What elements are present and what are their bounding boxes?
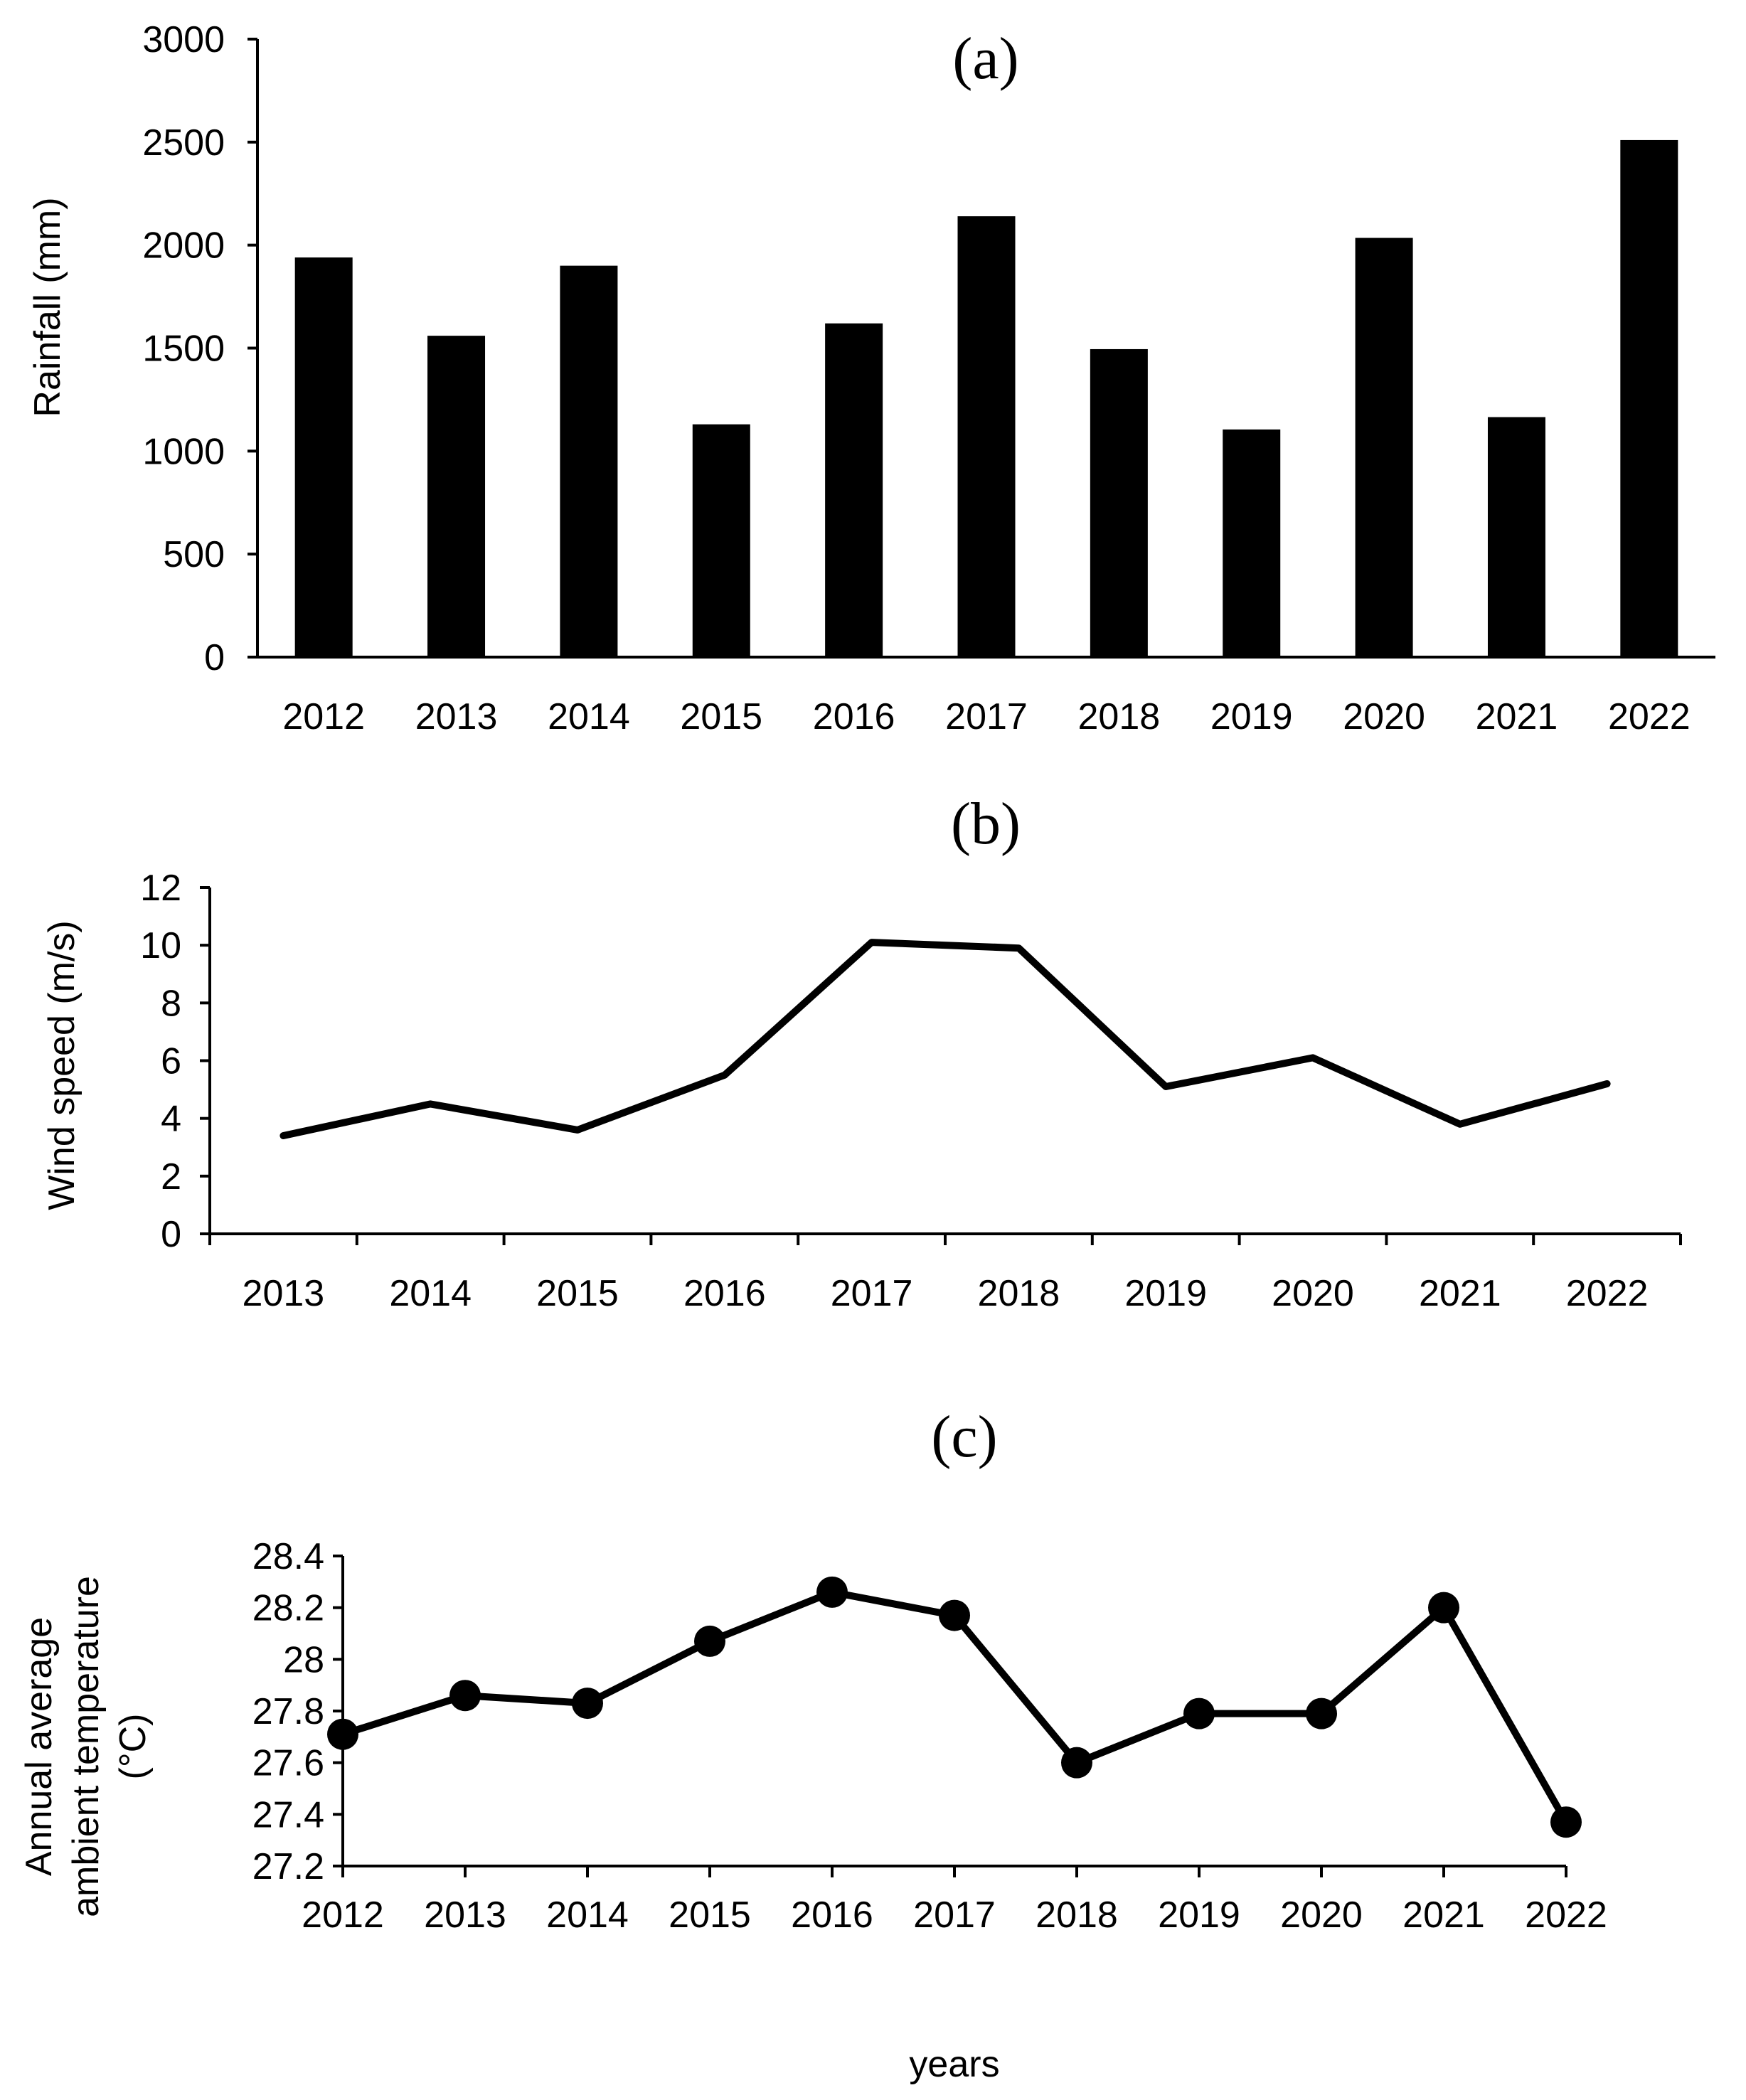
wind-speed-line-chart: (b) Wind speed (m/s) 0 2 4 6 8 10 12 2013 2014 2… [41,791,1682,1314]
panel-c-y-axis-title-line-2: ambient temperature [65,1576,107,1917]
panel-c-x-tick-label: 2020 [1280,1894,1363,1936]
panel-c-point-2012 [327,1718,358,1750]
panel-b-x-tick-label: 2015 [536,1273,619,1314]
panel-b-y-tick-label: 4 [161,1099,181,1140]
panel-a-x-tick-label: 2013 [415,696,498,737]
panel-c-point-2014 [572,1688,603,1720]
panel-b-x-tick-label: 2017 [831,1273,913,1314]
panel-a-title: (a) [952,26,1018,92]
panel-b-x-tick-label: 2019 [1124,1273,1207,1314]
panel-a-bar-2017 [957,216,1016,657]
panel-b-x-tick-label: 2020 [1272,1273,1354,1314]
panel-a-y-tick-label: 2000 [142,225,225,267]
panel-a-x-tick-label: 2012 [282,696,365,737]
panel-b-y-axis-title: Wind speed (m/s) [41,920,82,1210]
panel-c-x-tick-label: 2015 [669,1894,751,1936]
panel-c-x-tick-label: 2012 [302,1894,384,1936]
panel-b-x-tick-label: 2022 [1566,1273,1649,1314]
panel-c-y-tick-label: 27.4 [252,1794,324,1835]
panel-c-x-tick-label: 2018 [1036,1894,1118,1936]
panel-c-x-tick-label: 2017 [913,1894,996,1936]
panel-a-y-tick-label: 500 [163,534,225,575]
panel-b-x-tick-label: 2014 [389,1273,472,1314]
panel-c-point-2018 [1061,1747,1092,1779]
panel-c-point-2020 [1306,1697,1337,1729]
panel-a-x-tick-label: 2019 [1210,696,1293,737]
panel-a-x-tick-label: 2020 [1343,696,1425,737]
panel-c-x-tick-label: 2021 [1402,1894,1485,1936]
panel-c-point-2017 [939,1599,970,1631]
panel-b-y-tick-label: 0 [161,1214,181,1255]
panel-a-bar-2015 [692,424,750,657]
panel-a-bar-2012 [294,257,353,658]
panel-a-y-tick-label: 1500 [142,329,225,370]
panel-c-x-axis-title: years [909,2044,999,2085]
panel-a-x-tick-label: 2016 [813,696,895,737]
panel-c-title: (c) [931,1404,997,1470]
panel-c-x-tick-label: 2014 [546,1894,629,1936]
panel-a-y-tick-label: 1000 [142,431,225,472]
panel-a-bar-2018 [1090,348,1148,657]
panel-a-x-tick-label: 2021 [1476,696,1558,737]
panel-c-x-tick-label: 2016 [791,1894,873,1936]
panel-c-y-axis-title: Annual average ambient temperature (°C) [18,1576,154,1917]
panel-a-bar-2013 [427,336,486,657]
panel-c-y-tick-label: 28.2 [252,1588,324,1629]
panel-b-y-tick-label: 2 [161,1156,181,1198]
panel-a-y-tick-label: 3000 [142,19,225,60]
panel-c-y-axis-title-line-3: (°C) [112,1714,154,1780]
panel-a-bar-2020 [1355,238,1413,657]
panel-c-y-tick-label: 27.2 [252,1846,324,1887]
panel-b-x-tick-label: 2018 [978,1273,1060,1314]
panel-b-x-tick-label: 2016 [683,1273,766,1314]
panel-b-y-tick-label: 8 [161,983,181,1024]
panel-b-y-tick-label: 6 [161,1041,181,1082]
panel-a-x-tick-label: 2017 [945,696,1028,737]
wind-speed-series-line [280,939,1611,1139]
panel-c-point-2013 [449,1680,481,1712]
panel-c-point-2022 [1550,1806,1582,1838]
panel-c-y-tick-label: 28.4 [252,1536,324,1577]
panel-a-y-axis-title: Rainfall (mm) [27,197,68,417]
panel-a-x-tick-label: 2015 [680,696,762,737]
temperature-line-chart: (c) Annual average ambient temperature (… [18,1404,1607,2085]
panel-a-bar-2022 [1620,139,1678,658]
panel-c-y-tick-label: 27.8 [252,1691,324,1732]
panel-a-bar-2014 [560,265,618,658]
panel-b-title: (b) [951,791,1021,857]
panel-c-y-tick-label: 28 [283,1639,324,1680]
panel-c-point-2015 [694,1625,725,1657]
panel-a-y-tick-label: 0 [204,637,225,678]
panel-b-y-tick-label: 10 [140,925,181,966]
panel-b-x-tick-label: 2021 [1419,1273,1501,1314]
panel-c-y-axis-title-line-1: Annual average [18,1617,60,1876]
panel-a-y-tick-label: 2500 [142,122,225,164]
panel-b-y-tick-label: 12 [140,868,181,909]
panel-a-bar-2021 [1487,417,1545,657]
panel-a-bar-2019 [1223,429,1281,657]
panel-c-point-2021 [1428,1592,1459,1624]
panel-c-point-2019 [1183,1697,1215,1729]
panel-b-x-tick-label: 2013 [243,1273,325,1314]
panel-a-x-tick-label: 2014 [548,696,630,737]
panel-a-x-tick-label: 2018 [1078,696,1161,737]
panel-c-y-tick-label: 27.6 [252,1743,324,1784]
panel-c-x-tick-label: 2019 [1158,1894,1240,1936]
panel-a-x-tick-label: 2022 [1608,696,1691,737]
panel-c-x-tick-label: 2013 [424,1894,506,1936]
panel-a-bar-2016 [825,323,883,657]
rainfall-bar-chart: (a) Rainfall (mm) 0 500 1000 1500 2000 2500 30… [27,19,1715,737]
panel-c-x-tick-label: 2022 [1525,1894,1607,1936]
panel-c-point-2016 [816,1576,848,1608]
